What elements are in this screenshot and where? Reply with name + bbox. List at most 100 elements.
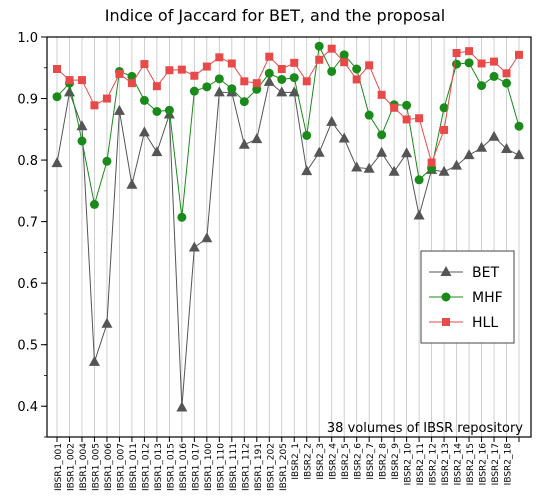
y-tick-label: 0.6 bbox=[17, 277, 38, 292]
x-tick-label: IBSR2_18 bbox=[504, 443, 514, 486]
data-point-bet bbox=[101, 317, 113, 328]
data-point-hll bbox=[315, 55, 324, 64]
x-tick-label: IBSR1_016 bbox=[179, 443, 189, 491]
data-point-mhf bbox=[164, 105, 174, 115]
x-tick-label: IBSR1_015 bbox=[166, 443, 176, 491]
data-point-bet bbox=[251, 133, 263, 144]
legend-label-hll: HLL bbox=[472, 315, 498, 331]
series-group bbox=[51, 41, 525, 412]
data-point-hll bbox=[190, 71, 199, 80]
y-tick-label: 0.7 bbox=[17, 216, 38, 231]
data-point-mhf bbox=[452, 59, 462, 69]
data-point-hll bbox=[277, 65, 286, 73]
x-tick-label: IBSR2_8 bbox=[379, 443, 389, 480]
data-point-mhf bbox=[227, 84, 237, 94]
x-tick-label: IBSR2_6 bbox=[354, 443, 364, 480]
x-tick-label: IBSR1_007 bbox=[116, 443, 126, 491]
series-line-mhf bbox=[56, 44, 520, 218]
data-point-mhf bbox=[152, 106, 162, 116]
data-point-mhf bbox=[139, 95, 149, 105]
data-point-mhf bbox=[52, 92, 62, 102]
data-point-mhf bbox=[364, 110, 374, 120]
data-point-hll bbox=[327, 44, 336, 53]
data-point-hll bbox=[515, 50, 523, 59]
data-point-mhf bbox=[327, 66, 337, 76]
data-point-mhf bbox=[489, 71, 499, 81]
x-tick-label: IBSR2_1 bbox=[291, 443, 301, 480]
data-point-bet bbox=[188, 241, 200, 252]
data-point-mhf bbox=[277, 74, 287, 84]
data-point-hll bbox=[452, 49, 461, 57]
x-tick-label: IBSR1_006 bbox=[104, 443, 114, 491]
x-tick-label: IBSR2_16 bbox=[479, 443, 489, 486]
x-tick-label: IBSR2_5 bbox=[341, 443, 351, 480]
data-point-bet bbox=[213, 86, 225, 97]
data-point-hll bbox=[115, 69, 124, 78]
data-point-bet bbox=[88, 355, 100, 366]
data-point-bet bbox=[476, 141, 488, 152]
x-tick-label: IBSR1_112 bbox=[241, 443, 251, 491]
x-tick-label: IBSR1_017 bbox=[191, 443, 201, 491]
data-point-mhf bbox=[102, 156, 112, 166]
data-point-bet bbox=[463, 149, 475, 160]
x-tick-label: IBSR1_205 bbox=[279, 443, 289, 491]
data-point-hll bbox=[90, 101, 99, 110]
chart-title: Indice of Jaccard for BET, and the propo… bbox=[104, 6, 446, 25]
y-tick-label: 1.0 bbox=[17, 31, 38, 46]
x-tick-label: IBSR1_191 bbox=[254, 443, 264, 491]
legend-label-mhf: MHF bbox=[472, 290, 503, 306]
data-point-bet bbox=[326, 115, 338, 126]
data-point-bet bbox=[138, 126, 150, 137]
legend-marker-hll bbox=[442, 318, 450, 326]
x-tick-label: IBSR2_11 bbox=[416, 443, 426, 485]
data-point-hll bbox=[290, 58, 299, 67]
x-axis: IBSR1_001 IBSR1_002 IBSR1_004 IBSR1_005 IBSR… bbox=[54, 437, 520, 491]
data-point-mhf bbox=[339, 50, 349, 60]
x-tick-label: IBSR1_011 bbox=[129, 443, 139, 491]
data-point-hll bbox=[240, 77, 249, 86]
data-point-bet bbox=[301, 165, 313, 176]
data-point-mhf bbox=[77, 136, 87, 146]
data-point-mhf bbox=[464, 58, 474, 68]
x-tick-label: IBSR1_013 bbox=[154, 443, 164, 491]
x-tick-label: IBSR2_14 bbox=[454, 443, 464, 486]
x-tick-label: IBSR2_12 bbox=[429, 443, 439, 485]
x-tick-label: IBSR2_17 bbox=[491, 443, 501, 485]
data-point-hll bbox=[440, 125, 449, 134]
x-tick-label: IBSR1_005 bbox=[91, 443, 101, 491]
x-tick-label: IBSR1_012 bbox=[141, 443, 151, 491]
x-tick-label: IBSR2_10 bbox=[404, 443, 414, 486]
data-point-hll bbox=[340, 58, 349, 67]
data-point-hll bbox=[265, 52, 274, 61]
x-tick-label: IBSR2_7 bbox=[366, 443, 376, 480]
data-point-hll bbox=[65, 76, 74, 85]
series-line-bet bbox=[56, 81, 520, 408]
data-point-mhf bbox=[502, 78, 512, 88]
data-point-hll bbox=[490, 57, 499, 66]
data-point-bet bbox=[351, 161, 363, 172]
data-point-bet bbox=[113, 104, 125, 115]
data-point-bet bbox=[488, 130, 500, 141]
x-tick-label: IBSR1_110 bbox=[216, 443, 226, 491]
data-point-hll bbox=[215, 53, 224, 62]
data-point-hll bbox=[390, 103, 399, 112]
y-tick-label: 0.8 bbox=[17, 154, 38, 169]
y-tick-label: 0.5 bbox=[17, 339, 38, 354]
x-tick-label: IBSR2_4 bbox=[329, 443, 339, 480]
y-tick-label: 0.4 bbox=[17, 400, 38, 415]
data-point-bet bbox=[451, 159, 463, 170]
data-point-hll bbox=[377, 90, 386, 99]
data-point-mhf bbox=[239, 97, 249, 107]
data-point-mhf bbox=[214, 74, 224, 84]
data-point-bet bbox=[151, 146, 163, 157]
y-axis: 0.4 0.5 0.6 0.7 0.8 0.9 1.0 bbox=[17, 31, 47, 438]
data-point-mhf bbox=[264, 68, 274, 78]
data-point-bet bbox=[513, 149, 525, 160]
legend-label-bet: BET bbox=[472, 265, 499, 281]
x-tick-label: IBSR2_3 bbox=[316, 443, 326, 480]
data-point-hll bbox=[252, 79, 261, 88]
data-point-hll bbox=[352, 75, 361, 84]
data-point-mhf bbox=[414, 175, 424, 185]
data-point-mhf bbox=[402, 100, 412, 110]
data-point-bet bbox=[438, 165, 450, 176]
